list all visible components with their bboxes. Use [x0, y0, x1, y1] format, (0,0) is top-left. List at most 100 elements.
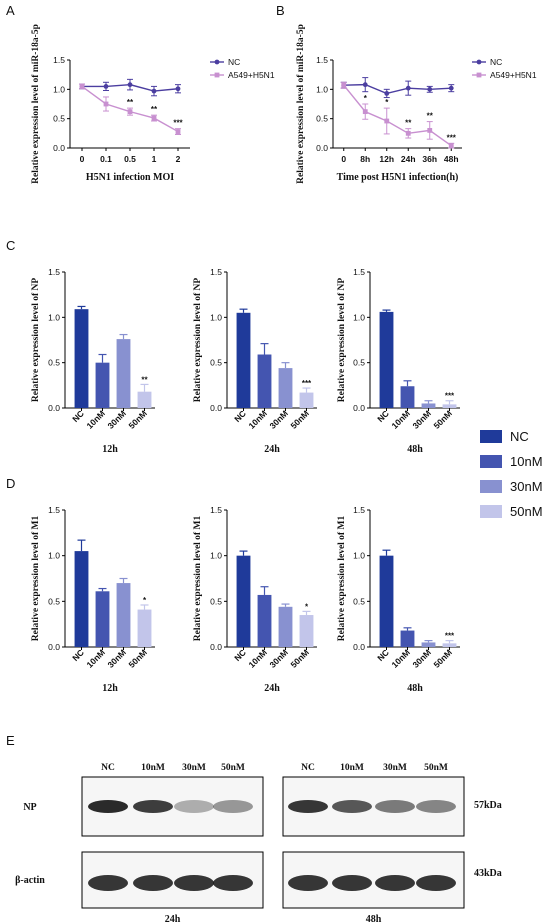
blot-band: [288, 800, 328, 813]
y-tick-label-C-12h: 0.0: [48, 403, 60, 413]
legend-marker-A: [214, 59, 220, 65]
bar-C-48h-1: [400, 386, 415, 408]
y-tick-label-C-12h: 1.0: [48, 312, 60, 322]
x-axis-label-C-12h: 12h: [102, 444, 118, 455]
x-tick-label-B: 0: [341, 154, 346, 164]
significance-mark-D-12h: *: [143, 596, 147, 605]
y-tick-label-C-24h: 1.0: [210, 312, 222, 322]
x-tick-label-C-12h: 50nM: [126, 408, 148, 430]
x-tick-label-D-12h: 50nM: [126, 647, 148, 669]
y-tick-label-A: 1.5: [53, 55, 65, 65]
y-axis-label-A: Relative expression level of miR-18a-5p: [31, 24, 41, 184]
blot-band: [88, 800, 128, 813]
y-tick-label-A: 1.0: [53, 84, 65, 94]
data-point-B: [427, 128, 433, 133]
y-tick-label-D-24h: 0.0: [210, 642, 222, 652]
bar-legend-swatch: [480, 505, 502, 518]
y-tick-label-A: 0.5: [53, 114, 65, 124]
bar-D-24h-0: [236, 555, 251, 647]
x-tick-label-D-12h: 10nM: [84, 647, 106, 669]
y-axis-label-C-24h: Relative expression level of NP: [193, 278, 203, 403]
y-tick-label-C-24h: 1.5: [210, 267, 222, 277]
blot-band: [332, 800, 372, 813]
bar-C-12h-2: [116, 339, 131, 408]
series-line-B-0: [343, 83, 452, 95]
x-tick-label-C-48h: 30nM: [410, 408, 432, 430]
blot-lane-label: NC: [301, 763, 315, 773]
data-point-B: [362, 109, 368, 115]
panel-label-C: C: [6, 238, 15, 253]
significance-mark-B: **: [405, 119, 412, 128]
x-axis-label-B: Time post H5N1 infection(h): [337, 172, 459, 183]
bar-D-48h-1: [400, 630, 415, 647]
y-tick-label-D-12h: 0.5: [48, 596, 60, 606]
bar-D-48h-2: [421, 642, 436, 647]
y-tick-label-C-48h: 1.5: [353, 267, 365, 277]
blot-band: [213, 875, 253, 891]
blot-lane-label: 30nM: [182, 763, 206, 773]
y-tick-label-D-48h: 1.0: [353, 551, 365, 561]
data-point-B: [384, 118, 390, 124]
data-point-A: [103, 101, 109, 107]
x-tick-label-C-12h: 10nM: [84, 408, 106, 430]
legend-label-B: NC: [490, 57, 502, 67]
y-tick-label-C-48h: 0.0: [353, 403, 365, 413]
significance-mark-A: **: [127, 98, 134, 107]
y-axis-label-B: Relative expression level of miR-18a-5p: [296, 24, 306, 184]
y-tick-label-C-12h: 0.5: [48, 358, 60, 368]
x-tick-label-D-48h: 50nM: [431, 647, 453, 669]
bar-D-12h-2: [116, 583, 131, 647]
x-tick-label-C-12h: NC: [70, 408, 86, 424]
bar-D-12h-0: [74, 551, 89, 647]
data-point-A: [151, 115, 157, 121]
blot-lane-label: NC: [101, 763, 115, 773]
x-tick-label-C-24h: 30nM: [267, 408, 289, 430]
blot-band: [133, 800, 173, 813]
data-point-B: [405, 85, 411, 91]
bar-C-48h-3: [442, 404, 457, 408]
y-axis-label-C-48h: Relative expression level of NP: [337, 278, 347, 403]
y-axis-label-D-12h: Relative expression level of M1: [31, 516, 41, 642]
y-tick-label-B: 0.5: [316, 114, 328, 124]
bar-C-12h-1: [95, 362, 110, 408]
x-tick-label-A: 2: [176, 154, 181, 164]
blot-lane-label: 30nM: [383, 763, 407, 773]
y-tick-label-D-24h: 0.5: [210, 596, 222, 606]
y-tick-label-C-12h: 1.5: [48, 267, 60, 277]
x-axis-label-C-24h: 24h: [264, 444, 280, 455]
blot-time-label: 48h: [366, 914, 382, 923]
blot-lane-label: 50nM: [221, 763, 245, 773]
blot-lane-label: 50nM: [424, 763, 448, 773]
blot-band: [416, 800, 456, 813]
x-tick-label-D-48h: NC: [375, 647, 391, 663]
x-tick-label-C-48h: NC: [375, 408, 391, 424]
blot-band: [288, 875, 328, 891]
y-axis-label-D-48h: Relative expression level of M1: [337, 516, 347, 642]
bar-C-24h-3: [299, 392, 314, 408]
bar-C-48h-0: [379, 311, 394, 408]
y-tick-label-C-24h: 0.5: [210, 358, 222, 368]
blot-band: [375, 875, 415, 891]
x-tick-label-A: 0.1: [100, 154, 112, 164]
blot-row-label-np: NP: [23, 802, 36, 813]
x-tick-label-B: 36h: [422, 154, 437, 164]
x-axis-label-D-12h: 12h: [102, 683, 118, 694]
blot-lane-label: 10nM: [340, 763, 364, 773]
bar-C-12h-3: [137, 391, 152, 408]
bar-D-48h-3: [442, 643, 457, 647]
data-point-A: [175, 129, 181, 134]
data-point-A: [79, 84, 85, 89]
significance-mark-C-48h: ***: [445, 392, 455, 401]
y-tick-label-C-48h: 0.5: [353, 358, 365, 368]
significance-mark-B: ***: [447, 133, 457, 142]
y-tick-label-D-24h: 1.0: [210, 551, 222, 561]
bar-legend-label: 50nM: [510, 504, 543, 519]
x-tick-label-A: 0.5: [124, 154, 136, 164]
bar-D-12h-1: [95, 591, 110, 647]
significance-mark-C-12h: **: [141, 375, 148, 384]
y-tick-label-A: 0.0: [53, 143, 65, 153]
bar-C-24h-2: [278, 368, 293, 408]
bar-C-48h-2: [421, 403, 436, 408]
x-tick-label-A: 0: [80, 154, 85, 164]
blot-band: [332, 875, 372, 891]
